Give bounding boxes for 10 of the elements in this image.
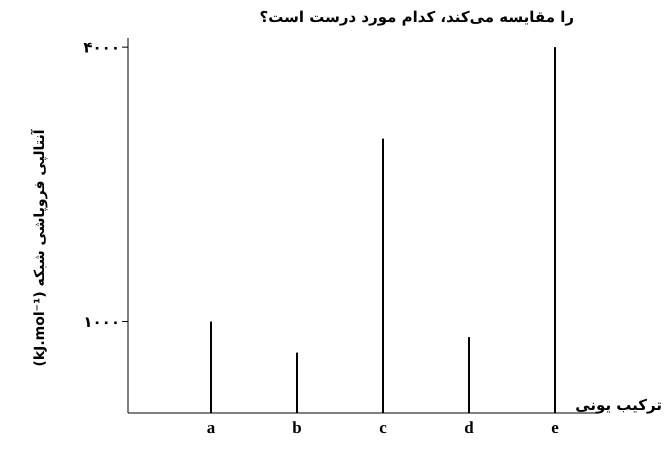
y-tick-label: ۴۰۰۰ — [83, 38, 120, 56]
y-axis-title: آنتالپی فروپاشی شبکه (kJ.mol⁻¹) — [30, 128, 49, 368]
x-axis-title: ترکیب یونی — [575, 396, 662, 414]
x-tick-label: e — [551, 418, 560, 438]
x-tick-label: a — [206, 418, 216, 438]
x-tick-label: c — [379, 418, 388, 438]
x-tick-label: b — [292, 418, 302, 438]
chart-title: را مقایسه می‌کند، کدام مورد درست است؟ — [260, 8, 574, 26]
x-tick-label: d — [464, 418, 474, 438]
y-tick-label: ۱۰۰۰ — [83, 312, 120, 331]
